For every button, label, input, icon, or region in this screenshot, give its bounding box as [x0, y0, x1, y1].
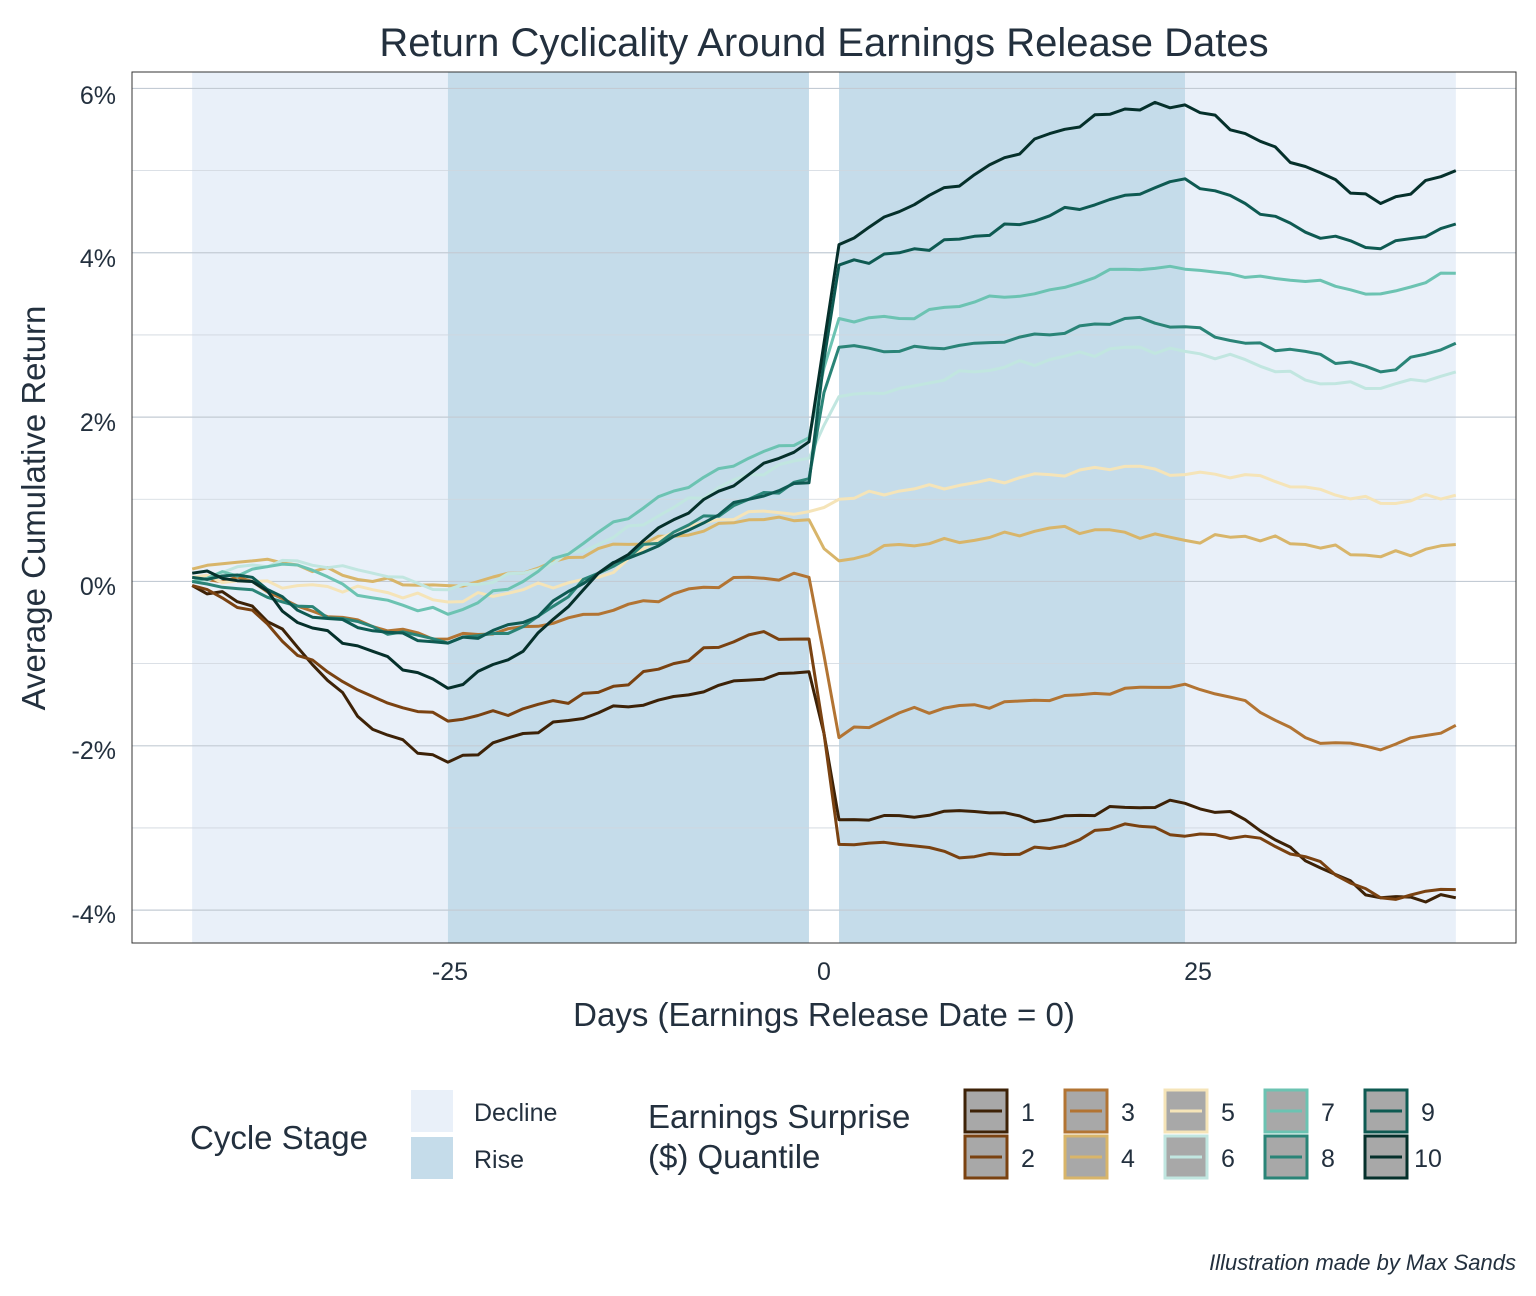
- x-tick-label: -25: [432, 958, 468, 986]
- band-decline: [192, 72, 448, 943]
- y-tick-labels: -4% -2% 0% 2% 4% 6%: [72, 82, 116, 929]
- legend-item-quantile-3: 3: [1063, 1088, 1135, 1134]
- series-line-quantile-3: [191, 571, 1457, 752]
- x-tick-label: 25: [1184, 958, 1212, 986]
- caption: Illustration made by Max Sands: [1209, 1250, 1516, 1275]
- legend-item-quantile-7: 7: [1263, 1088, 1335, 1134]
- band-decline: [1185, 72, 1456, 943]
- legend-key-decline: [411, 1090, 453, 1132]
- series-line-quantile-2: [191, 584, 1456, 901]
- x-tick-labels: -25 0 25: [432, 958, 1212, 986]
- y-tick-label: -2%: [72, 737, 116, 765]
- legend-label-quantile: 6: [1221, 1145, 1235, 1173]
- quantile-legend-title-line2: ($) Quantile: [648, 1138, 820, 1175]
- y-tick-label: 2%: [80, 409, 116, 437]
- legend-label-quantile: 4: [1121, 1145, 1135, 1173]
- quantile-legend-title-line1: Earnings Surprise: [648, 1098, 910, 1135]
- legend-item-quantile-4: 4: [1063, 1134, 1135, 1180]
- series-line-quantile-10: [191, 100, 1457, 690]
- x-tick-label: 0: [817, 958, 831, 986]
- legend-label-decline: Decline: [474, 1099, 557, 1127]
- series-line-quantile-4: [191, 515, 1456, 588]
- chart-title: Return Cyclicality Around Earnings Relea…: [379, 21, 1268, 65]
- legend-item-quantile-5: 5: [1163, 1088, 1235, 1134]
- legend-label-quantile: 10: [1414, 1145, 1442, 1173]
- legend-item-quantile-6: 6: [1163, 1134, 1235, 1180]
- legend-label-quantile: 7: [1321, 1099, 1335, 1127]
- y-tick-label: -4%: [72, 901, 116, 929]
- y-tick-label: 4%: [80, 245, 116, 273]
- legend-item-quantile-9: 9: [1363, 1088, 1435, 1134]
- legend-label-quantile: 8: [1321, 1145, 1335, 1173]
- panel-border: [131, 71, 1517, 944]
- legend-item-quantile-2: 2: [963, 1134, 1035, 1180]
- legend-label-quantile: 5: [1221, 1099, 1235, 1127]
- y-tick-label: 6%: [80, 82, 116, 110]
- series-line-quantile-6: [192, 345, 1457, 592]
- legend-item-quantile-1: 1: [963, 1088, 1035, 1134]
- legend-label-quantile: 3: [1121, 1099, 1135, 1127]
- legend-key-rise: [411, 1137, 453, 1179]
- legend-label-quantile: 9: [1421, 1099, 1435, 1127]
- cycle-bands: [192, 72, 1456, 943]
- band-rise: [839, 72, 1186, 943]
- legend-label-rise: Rise: [474, 1146, 524, 1174]
- x-axis-title: Days (Earnings Release Date = 0): [573, 996, 1075, 1033]
- cycle-stage-legend: Cycle Stage Decline Rise: [190, 1090, 557, 1179]
- y-axis-title: Average Cumulative Return: [15, 306, 52, 711]
- series-line-quantile-9: [191, 177, 1457, 645]
- series-lines: [191, 100, 1457, 904]
- legend-item-quantile-10: 10: [1363, 1134, 1442, 1180]
- legend-label-quantile: 2: [1021, 1145, 1035, 1173]
- legend-item-quantile-8: 8: [1263, 1134, 1335, 1180]
- quantile-legend: Earnings Surprise ($) Quantile 1 2 3 4 5 6 7 8 9…: [648, 1088, 1442, 1180]
- cycle-legend-title: Cycle Stage: [190, 1119, 368, 1156]
- legend-label-quantile: 1: [1021, 1099, 1035, 1127]
- y-tick-label: 0%: [80, 573, 116, 601]
- series-line-quantile-5: [192, 464, 1457, 604]
- band-rise: [447, 72, 809, 943]
- quantile-legend-keys: 1 2 3 4 5 6 7 8 9 10: [963, 1088, 1442, 1180]
